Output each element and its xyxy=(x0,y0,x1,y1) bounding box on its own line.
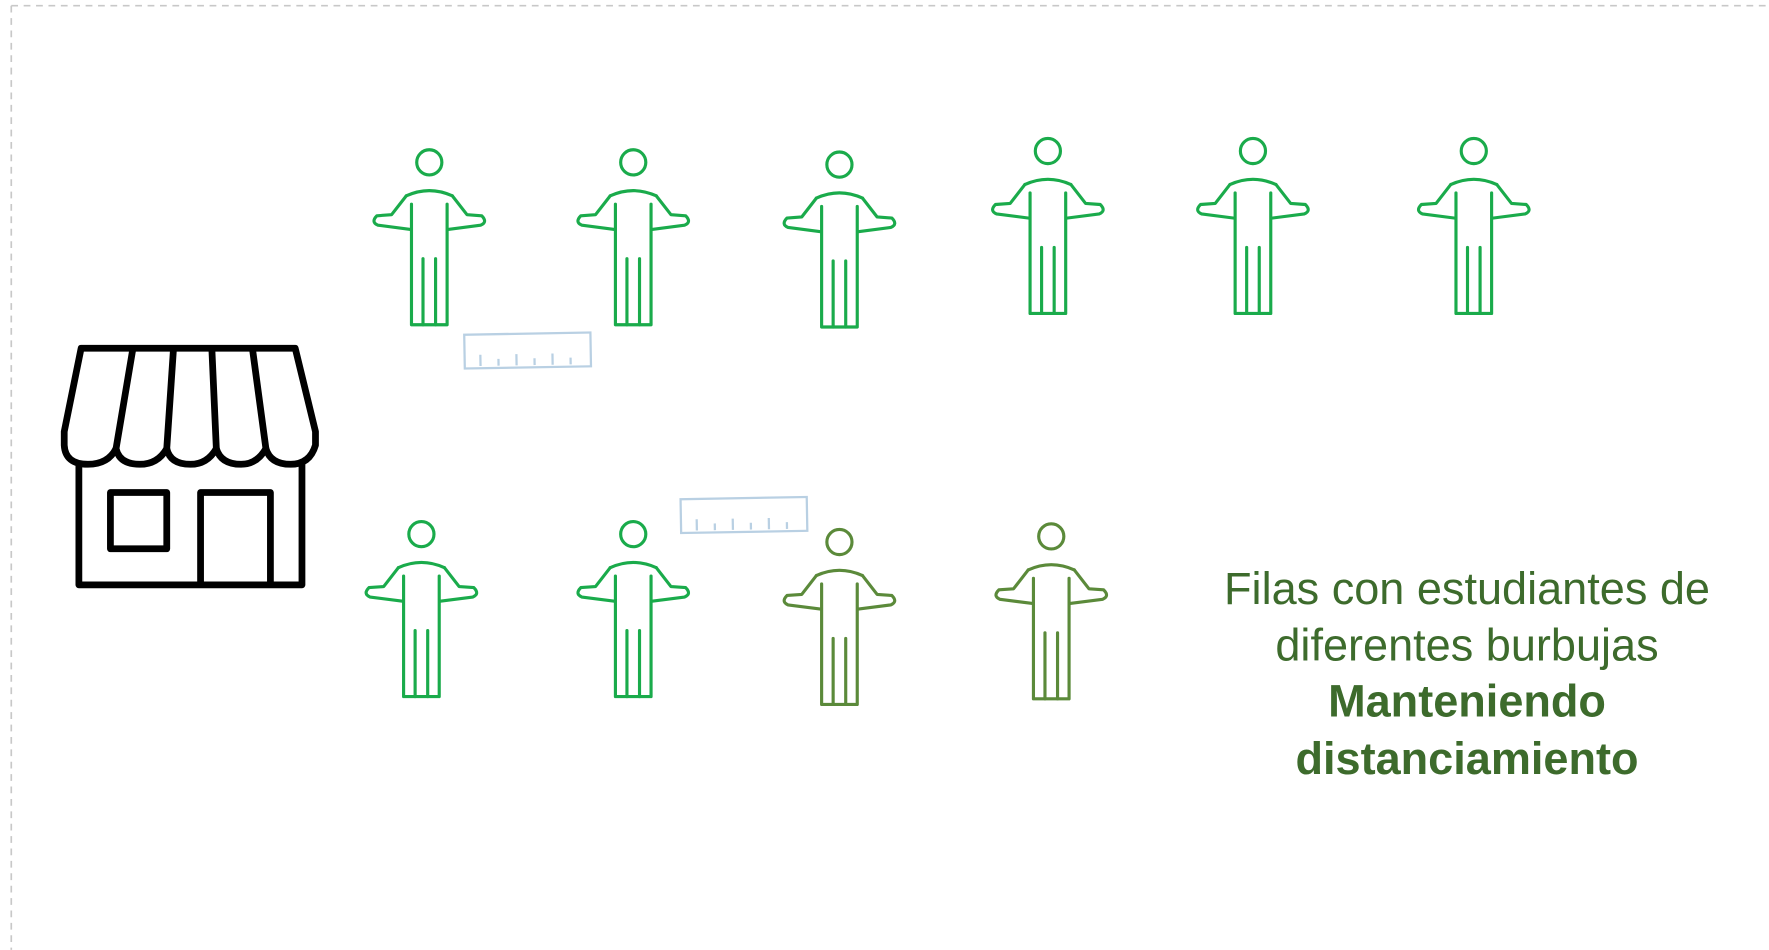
caption-emphasis: distanciamiento xyxy=(1295,733,1638,784)
store-icon xyxy=(64,348,315,585)
student xyxy=(996,524,1107,699)
ruler xyxy=(464,333,591,369)
caption-emphasis: Manteniendo xyxy=(1328,676,1606,727)
ruler xyxy=(681,497,808,533)
slide: Filas con estudiantes de diferentes burb… xyxy=(0,0,1769,950)
caption-line: diferentes burbujas xyxy=(1275,619,1658,670)
student xyxy=(784,152,895,327)
student xyxy=(784,529,895,704)
slide-border xyxy=(11,6,1769,950)
student xyxy=(374,150,485,325)
caption-line: Filas con estudiantes de xyxy=(1224,563,1710,614)
student xyxy=(578,150,689,325)
student xyxy=(366,522,477,697)
student xyxy=(1198,138,1309,313)
student-row-1 xyxy=(374,138,1529,327)
student-row-2 xyxy=(366,522,1106,705)
student xyxy=(993,138,1104,313)
student xyxy=(578,522,689,697)
student xyxy=(1418,138,1529,313)
page: Filas con estudiantes de diferentes burb… xyxy=(0,0,1769,950)
